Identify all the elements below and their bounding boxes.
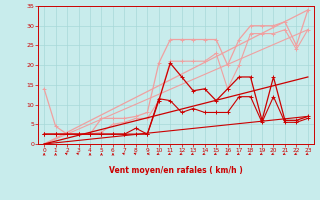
X-axis label: Vent moyen/en rafales ( km/h ): Vent moyen/en rafales ( km/h ) bbox=[109, 166, 243, 175]
